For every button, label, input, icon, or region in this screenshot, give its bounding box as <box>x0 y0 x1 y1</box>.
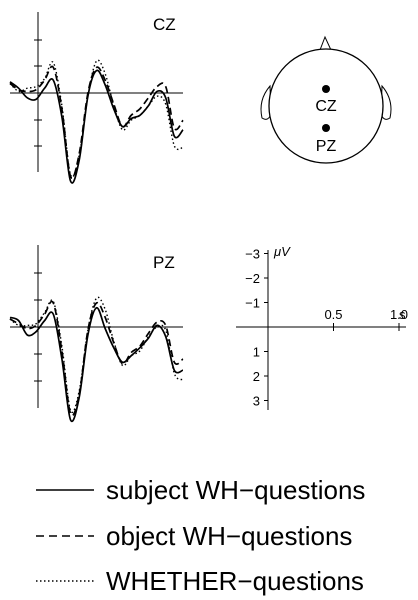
erp-line-cz-dashed <box>9 65 184 179</box>
electrode-label-cz: CZ <box>315 98 337 115</box>
legend-item-object: object WH−questions <box>36 521 352 551</box>
scale-y-tick-label: 3 <box>253 394 260 409</box>
erp-line-pz-dashed <box>9 300 184 417</box>
electrode-dot-cz <box>322 85 330 93</box>
electrode-dot-pz <box>322 124 330 132</box>
panel-label-cz: CZ <box>153 15 176 34</box>
erp-line-cz-solid <box>9 69 184 184</box>
scale-x-tick-label: 0.5 <box>324 307 342 322</box>
legend-label-whether: WHETHER−questions <box>106 565 364 596</box>
scale-y-tick-label: 2 <box>253 369 260 384</box>
electrode-map: CZ PZ <box>260 35 392 164</box>
legend-label-object: object WH−questions <box>106 520 353 551</box>
legend-line-solid <box>36 489 94 491</box>
legend-item-whether: WHETHER−questions <box>36 566 364 596</box>
legend-item-subject: subject WH−questions <box>36 475 365 505</box>
scale-y-tick-label: −1 <box>245 296 260 311</box>
panel-cz: CZ <box>9 12 184 184</box>
scale-bar: μV s −3 −2 −1 1 2 3 0.5 1.0 <box>236 244 408 410</box>
erp-line-pz-dotted <box>9 296 184 413</box>
legend-label-subject: subject WH−questions <box>106 474 366 505</box>
panel-pz: PZ <box>9 245 184 423</box>
legend-line-dashed <box>36 535 94 537</box>
scale-y-unit: μV <box>273 244 291 259</box>
scale-x-unit: s <box>399 307 406 322</box>
erp-line-cz-dotted <box>9 59 184 178</box>
electrode-label-pz: PZ <box>316 138 337 155</box>
head-outline <box>268 48 384 164</box>
erp-line-pz-solid <box>9 306 184 423</box>
nose-icon <box>319 35 332 51</box>
legend-line-dotted <box>36 580 94 582</box>
panel-label-pz: PZ <box>153 253 175 272</box>
scale-y-tick-label: −2 <box>245 271 260 286</box>
scale-y-tick-label: −3 <box>245 247 260 262</box>
scale-y-tick-label: 1 <box>253 345 260 360</box>
scale-x-tick-label: 1.0 <box>390 307 408 322</box>
